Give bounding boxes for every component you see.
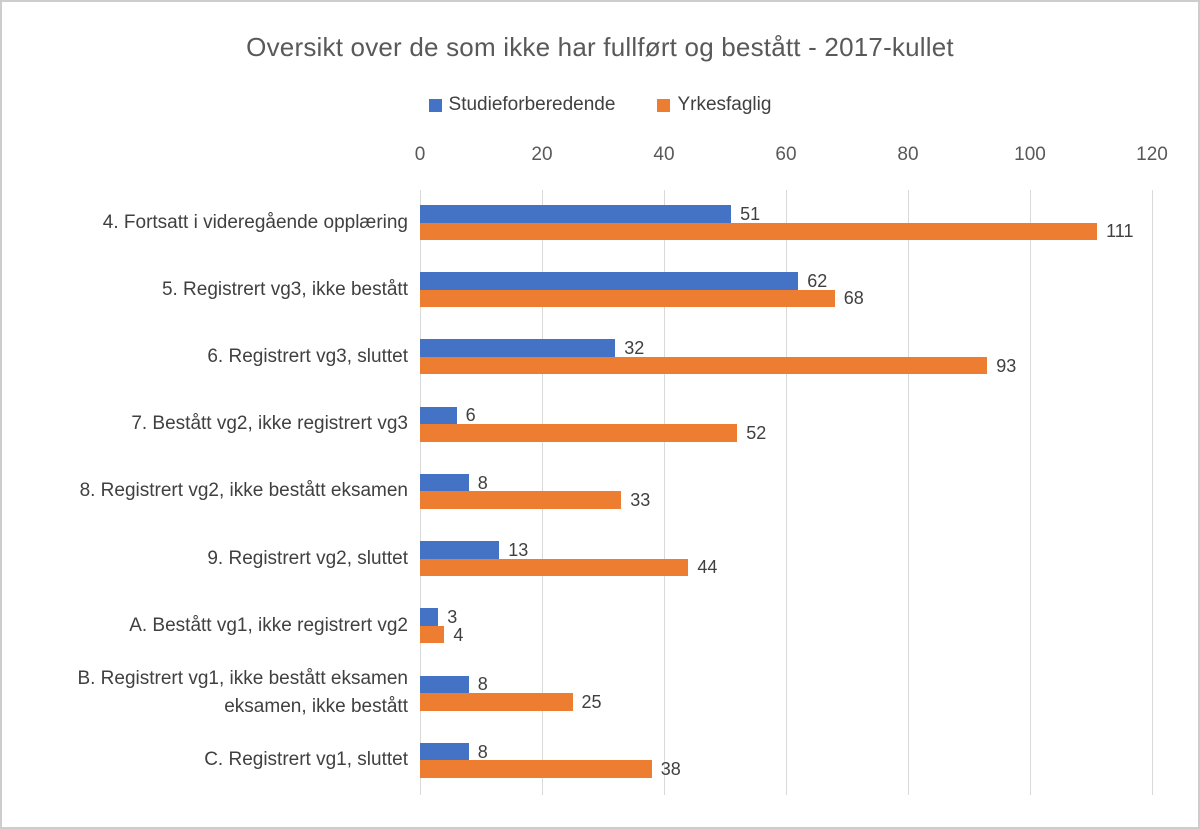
value-label-yrkesfaglig-row-5: 33 [630, 490, 651, 511]
gridline-x-120 [1151, 190, 1153, 795]
bar-yrkesfaglig-row-7 [420, 625, 445, 644]
legend-item-studieforberedende: Studieforberedende [428, 94, 616, 116]
legend-swatch-orange-icon [657, 98, 671, 112]
x-axis-tick-40: 40 [653, 144, 675, 165]
value-label-studieforberedende-row-1: 51 [740, 203, 761, 224]
value-label-studieforberedende-row-5: 8 [477, 472, 488, 493]
category-label-8: B. Registrert vg1, ikke bestått eksamen … [77, 668, 408, 718]
category-label-4: 7. Bestått vg2, ikke registrert vg3 [131, 413, 408, 435]
gridline-x-60 [785, 190, 787, 795]
value-label-studieforberedende-row-8: 8 [477, 674, 488, 695]
x-axis-tick-100: 100 [1014, 144, 1046, 165]
bar-yrkesfaglig-row-5 [420, 491, 622, 509]
value-label-studieforberedende-row-2: 62 [807, 270, 828, 291]
gridline-x-100 [1029, 190, 1031, 795]
category-label-3: 6. Registrert vg3, sluttet [207, 345, 408, 367]
bar-yrkesfaglig-row-3 [420, 356, 988, 375]
bar-studieforberedende-row-5 [420, 473, 469, 492]
value-label-yrkesfaglig-row-4: 52 [746, 422, 767, 443]
value-label-studieforberedende-row-9: 8 [477, 741, 488, 762]
x-axis-tick-80: 80 [897, 144, 919, 165]
bar-studieforberedende-row-3 [420, 339, 616, 357]
value-label-studieforberedende-row-4: 6 [465, 405, 476, 426]
value-label-yrkesfaglig-row-3: 93 [996, 355, 1017, 376]
bar-yrkesfaglig-row-6 [420, 558, 689, 577]
x-axis-tick-0: 0 [414, 144, 426, 165]
value-label-yrkesfaglig-row-9: 38 [660, 759, 681, 780]
x-axis-tick-120: 120 [1136, 144, 1168, 165]
bar-studieforberedende-row-4 [420, 406, 457, 425]
category-label-6: 9. Registrert vg2, sluttet [207, 547, 408, 569]
bar-studieforberedende-row-9 [420, 742, 469, 761]
legend-swatch-blue-icon [428, 98, 442, 112]
legend-item-yrkesfaglig: Yrkesfaglig [657, 94, 771, 116]
bar-yrkesfaglig-row-4 [420, 424, 738, 442]
value-label-yrkesfaglig-row-6: 44 [697, 557, 718, 578]
gridline-x-80 [907, 190, 909, 795]
value-label-yrkesfaglig-row-7: 4 [453, 624, 464, 645]
value-label-yrkesfaglig-row-1: 111 [1106, 221, 1134, 242]
category-label-7: A. Bestått vg1, ikke registrert vg2 [129, 614, 408, 636]
bar-studieforberedende-row-2 [420, 272, 799, 290]
bar-studieforberedende-row-7 [420, 608, 439, 626]
gridline-x-40 [663, 190, 665, 795]
chart-title: Oversikt over de som ikke har fullført o… [246, 32, 954, 62]
value-label-yrkesfaglig-row-8: 25 [581, 691, 602, 712]
bar-yrkesfaglig-row-1 [420, 222, 1098, 240]
category-label-5: 8. Registrert vg2, ikke bestått eksamen [79, 480, 408, 502]
x-axis-tick-60: 60 [775, 144, 797, 165]
legend: Studieforberedende Yrkesfaglig [2, 94, 1198, 116]
category-label-9: C. Registrert vg1, sluttet [204, 749, 408, 771]
value-label-studieforberedende-row-3: 32 [624, 338, 645, 359]
bar-studieforberedende-row-6 [420, 541, 500, 559]
legend-label-studieforberedende: Studieforberedende [448, 94, 616, 115]
legend-label-yrkesfaglig: Yrkesfaglig [677, 94, 772, 115]
bar-yrkesfaglig-row-9 [420, 760, 652, 778]
bar-yrkesfaglig-row-2 [420, 289, 835, 308]
x-axis-tick-20: 20 [531, 144, 553, 165]
bar-studieforberedende-row-1 [420, 205, 732, 223]
bar-yrkesfaglig-row-8 [420, 693, 573, 711]
category-label-1: 4. Fortsatt i videregående opplæring [102, 211, 408, 233]
bar-studieforberedende-row-8 [420, 675, 469, 694]
value-label-studieforberedende-row-7: 3 [447, 607, 458, 628]
category-label-2: 5. Registrert vg3, ikke bestått [161, 278, 408, 300]
value-label-yrkesfaglig-row-2: 68 [843, 288, 864, 309]
value-label-studieforberedende-row-6: 13 [508, 539, 529, 560]
